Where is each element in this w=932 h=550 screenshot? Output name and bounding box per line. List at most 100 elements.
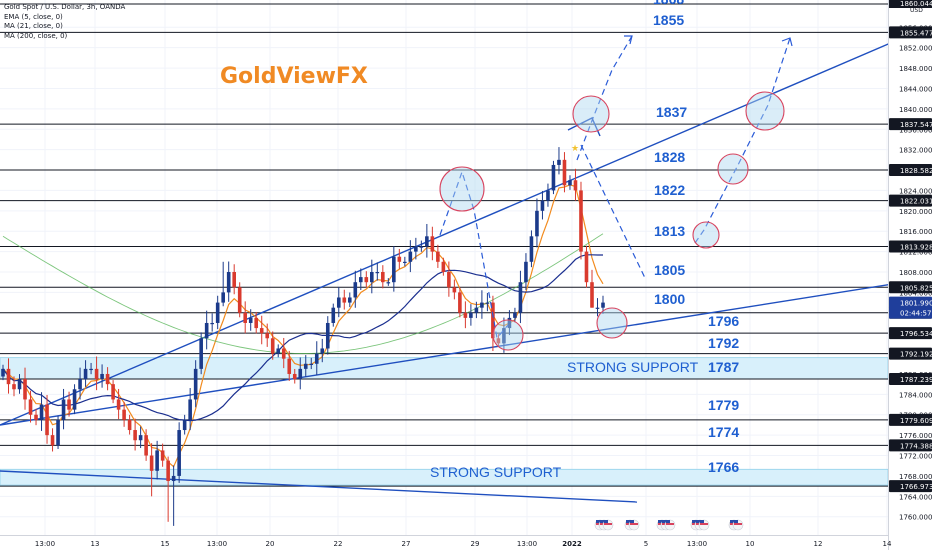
us-flag-stripe xyxy=(734,523,742,525)
projection-path xyxy=(439,170,509,340)
price-tick: 1852.000 xyxy=(899,45,932,53)
current-price-tag: 1801.990 xyxy=(900,300,932,308)
candle-body xyxy=(353,282,358,298)
price-tag-bg xyxy=(889,373,932,386)
candle-body xyxy=(138,435,143,441)
candle-body xyxy=(287,358,292,374)
candle-body xyxy=(78,379,82,390)
price-tag: 1779.609 xyxy=(900,417,932,425)
ma21-line xyxy=(2,254,603,422)
candle-body xyxy=(100,373,104,380)
level-label: 1868 xyxy=(653,0,684,7)
candle-body xyxy=(248,317,253,323)
level-label: 1828 xyxy=(654,149,685,165)
ma200-legend: MA (200, close, 0) xyxy=(4,31,68,40)
price-tick: 1848.000 xyxy=(899,65,932,73)
candle-body xyxy=(89,368,93,371)
candle-body xyxy=(105,373,110,385)
level-label: 1779 xyxy=(708,397,739,413)
us-flag-stripe xyxy=(666,523,674,525)
candle-body xyxy=(463,312,468,318)
projection-path xyxy=(624,35,633,45)
candle-body xyxy=(182,419,187,431)
trendline xyxy=(0,283,894,426)
candle-body xyxy=(28,399,33,415)
price-axis: 1760.000 1764.000 1768.000 1772.000 1776.000… xyxy=(888,0,932,550)
candle-body xyxy=(144,435,148,456)
candle-body xyxy=(72,389,77,410)
price-tag-bg xyxy=(889,413,932,426)
candle-body xyxy=(188,399,192,420)
support-zone-label: STRONG SUPPORT xyxy=(430,464,562,480)
us-flag-canton xyxy=(596,520,600,523)
trendlines xyxy=(0,41,894,503)
us-flag-canton xyxy=(700,520,704,523)
candle-body xyxy=(199,338,203,369)
support-resistance-levels xyxy=(0,3,888,487)
currency-label: USD xyxy=(910,7,923,14)
level-label: 1787 xyxy=(708,359,739,375)
candle-body xyxy=(474,307,479,313)
candle-body xyxy=(507,317,512,329)
candle-body xyxy=(502,328,506,344)
price-tag-bg xyxy=(889,194,932,207)
us-flag-canton xyxy=(630,520,634,523)
price-tick: 1784.000 xyxy=(899,391,932,399)
time-tick: 13:00 xyxy=(687,540,707,548)
price-tag: 1837.547 xyxy=(900,121,932,129)
candle-body xyxy=(485,302,490,304)
ema-legend: EMA (5, close, 0) xyxy=(4,12,63,21)
candle-body xyxy=(6,368,11,385)
candle-body xyxy=(579,190,583,252)
price-tag-bg xyxy=(889,439,932,452)
candle-body xyxy=(584,251,589,283)
highlight-circle xyxy=(572,95,610,133)
price-tick: 1764.000 xyxy=(899,493,932,501)
candle-body xyxy=(303,363,308,369)
price-tick: 1820.000 xyxy=(899,208,932,216)
us-flag-canton xyxy=(730,520,734,523)
ma200-line xyxy=(2,233,604,354)
candle-body xyxy=(573,180,578,191)
candle-body xyxy=(1,368,5,377)
symbol-title: Gold Spot / U.S. Dollar, 3h, OANDA xyxy=(4,3,126,11)
us-flag-canton xyxy=(658,520,662,523)
us-flag-stripe xyxy=(604,523,612,525)
candle-body xyxy=(56,419,60,446)
price-tick: 1844.000 xyxy=(899,85,932,93)
candle-body xyxy=(595,307,600,309)
level-label: 1805 xyxy=(654,262,685,278)
us-flag-canton xyxy=(734,520,738,523)
candle-body xyxy=(469,312,473,318)
time-axis: 13:00 13 15 13:00 20 22 27 29 13:00 2022 5 13:00 10 1… xyxy=(0,535,892,548)
price-tick: 1816.000 xyxy=(899,228,932,236)
star-marker: ★ xyxy=(571,144,579,154)
candle-body xyxy=(392,256,396,283)
candle-body xyxy=(215,302,220,323)
candle-body xyxy=(155,450,159,471)
candle-body xyxy=(441,261,446,272)
time-tick: 27 xyxy=(402,540,411,548)
candle-body xyxy=(276,348,281,354)
candle-body xyxy=(447,272,451,288)
candle-body xyxy=(331,307,336,323)
candle-body xyxy=(127,419,132,431)
candle-body xyxy=(177,430,181,476)
price-tag: 1796.534 xyxy=(900,330,932,338)
price-tag-bg xyxy=(889,281,932,294)
price-tag-bg xyxy=(889,347,932,360)
price-tick: 1812.000 xyxy=(899,249,932,257)
us-flag-canton xyxy=(662,520,666,523)
candle-body xyxy=(370,272,374,283)
time-tick: 13 xyxy=(91,540,100,548)
candle-body xyxy=(419,246,424,248)
price-tag: 1828.582 xyxy=(900,167,932,175)
candle-body xyxy=(414,246,418,252)
trendline xyxy=(0,41,894,426)
price-tag-bg xyxy=(889,164,932,177)
trendline xyxy=(0,470,638,503)
candle-body xyxy=(364,277,369,283)
price-tag: 1805.825 xyxy=(900,284,932,292)
price-tick: 1760.000 xyxy=(899,514,932,522)
